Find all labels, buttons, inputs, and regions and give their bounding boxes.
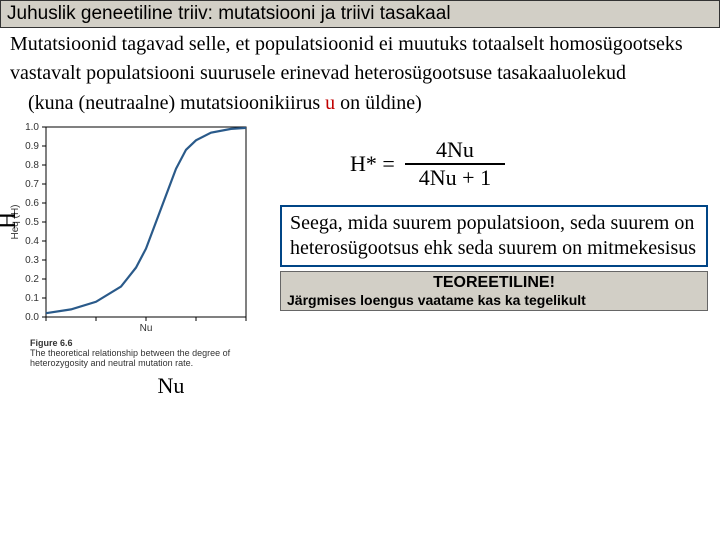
caption-title: Figure 6.6: [30, 338, 73, 348]
svg-text:0.6: 0.6: [25, 198, 39, 209]
conclusion-box: Seega, mida suurem populatsioon, seda su…: [280, 205, 708, 267]
svg-text:0.8: 0.8: [25, 160, 39, 171]
svg-text:Nu: Nu: [140, 323, 153, 332]
note-box: TEOREETILINE! Järgmises loengus vaatame …: [280, 271, 708, 311]
subline-u: u: [325, 92, 335, 114]
svg-text:0.7: 0.7: [25, 179, 39, 190]
eq-denominator: 4Nu + 1: [405, 165, 505, 191]
subline-a: (kuna (neutraalne) mutatsioonikiirus: [28, 92, 325, 114]
svg-text:0.3: 0.3: [25, 255, 39, 266]
subline: (kuna (neutraalne) mutatsioonikiirus u o…: [0, 86, 720, 117]
figure-caption: Figure 6.6 The theoretical relationship …: [6, 337, 276, 369]
eq-fraction: 4Nu 4Nu + 1: [405, 137, 505, 191]
chart-wrap: H 0.00.10.20.30.40.50.60.70.80.91.0NuHeq…: [6, 117, 276, 337]
svg-text:0.2: 0.2: [25, 274, 39, 285]
equation: H* = 4Nu 4Nu + 1: [280, 117, 720, 205]
svg-text:0.5: 0.5: [25, 217, 39, 228]
svg-text:0.0: 0.0: [25, 312, 39, 323]
svg-text:0.4: 0.4: [25, 236, 39, 247]
eq-numerator: 4Nu: [422, 137, 488, 163]
x-axis-label: Nu: [6, 369, 276, 399]
svg-text:1.0: 1.0: [25, 122, 39, 133]
paragraph-1: Mutatsioonid tagavad selle, et populatsi…: [0, 28, 720, 57]
eq-lhs: H* =: [350, 151, 395, 177]
note-title: TEOREETILINE!: [287, 274, 701, 292]
sigmoid-chart: 0.00.10.20.30.40.50.60.70.80.91.0NuHeq (…: [6, 117, 266, 332]
svg-text:0.1: 0.1: [25, 293, 39, 304]
subline-b: on üldine): [335, 92, 422, 114]
svg-text:0.9: 0.9: [25, 141, 39, 152]
paragraph-2: vastavalt populatsiooni suurusele erinev…: [0, 57, 720, 86]
note-body: Järgmises loengus vaatame kas ka tegelik…: [287, 292, 701, 308]
caption-body: The theoretical relationship between the…: [30, 348, 230, 368]
y-axis-label: H: [0, 212, 22, 229]
slide-header: Juhuslik geneetiline triiv: mutatsiooni …: [0, 0, 720, 28]
